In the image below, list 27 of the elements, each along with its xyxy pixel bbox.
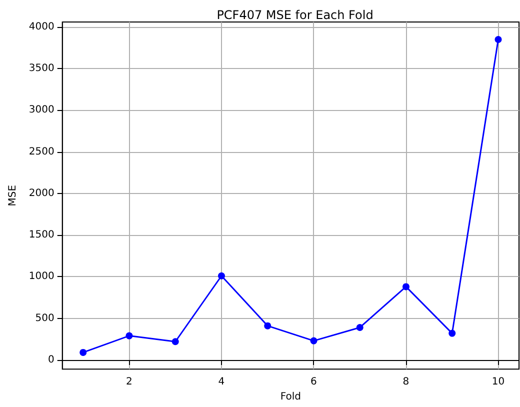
y-tick-label: 2000	[28, 188, 54, 199]
y-tick-label: 3500	[28, 63, 54, 74]
x-tick-label: 8	[402, 376, 410, 388]
point	[310, 337, 318, 344]
y-tick-label: 500	[35, 312, 54, 324]
y-tick-label: 4000	[28, 21, 54, 32]
point	[218, 272, 225, 280]
y-tick-label: 1000	[28, 271, 54, 282]
y-tick-label: 2500	[28, 146, 54, 158]
x-tick-label: 2	[126, 376, 132, 388]
x-axis-title: Fold	[280, 392, 301, 402]
y-tick-label: 1500	[28, 230, 54, 241]
chart-title: PCF407 MSE for Each Fold	[216, 8, 374, 22]
point	[402, 283, 410, 290]
y-tick-label: 0	[48, 354, 54, 366]
x-tick-label: 10	[492, 376, 505, 388]
point	[126, 332, 133, 340]
point	[172, 338, 179, 346]
point	[356, 324, 364, 331]
x-tick-label: 6	[310, 376, 317, 388]
point	[80, 348, 87, 356]
point	[448, 330, 456, 337]
point	[264, 322, 272, 330]
point	[494, 36, 502, 43]
y-tick-label: 3000	[28, 104, 54, 116]
x-tick-label: 4	[218, 376, 225, 388]
y-axis-title: MSE	[8, 184, 18, 206]
